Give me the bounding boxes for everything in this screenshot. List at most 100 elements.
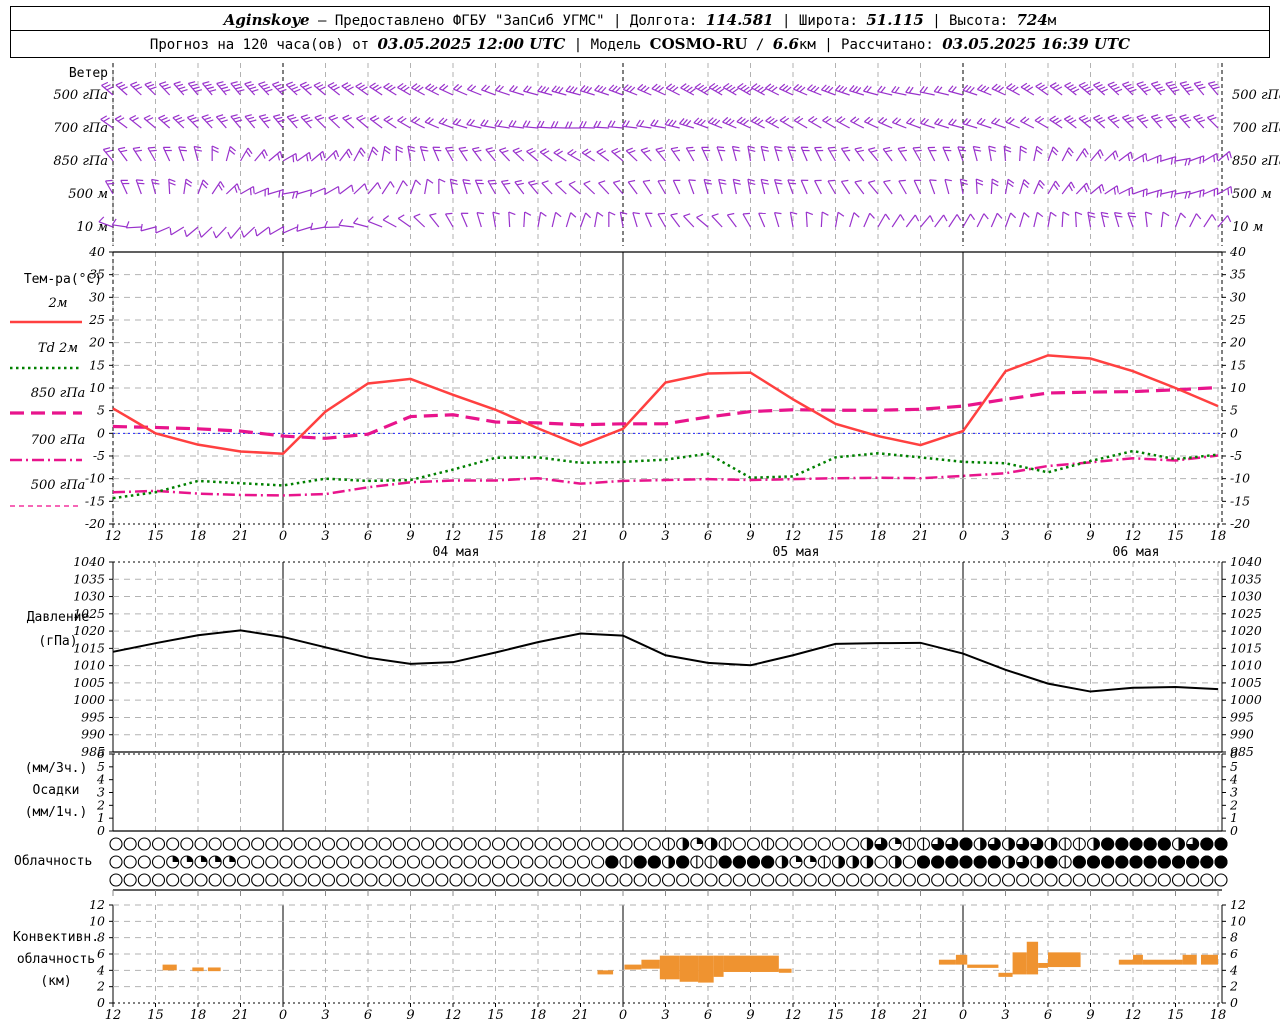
convective-bar <box>679 955 699 982</box>
convective-bar <box>998 972 1013 977</box>
convective-ytick-left: 4 <box>96 962 105 977</box>
precip-ytick-right: 0 <box>1230 823 1238 838</box>
time-tick-top: 9 <box>746 529 754 544</box>
temp-ytick-right: -5 <box>1230 448 1242 463</box>
convective-ytick-right: 4 <box>1229 962 1238 977</box>
time-tick-top: 0 <box>619 529 627 544</box>
header-segment: м <box>1047 13 1057 29</box>
time-tick-bottom: 9 <box>1086 1008 1094 1023</box>
time-tick-top: 6 <box>1044 529 1052 544</box>
header-segment: км | Рассчитано: <box>798 37 943 53</box>
pressure-ytick-right: 1010 <box>1230 658 1262 673</box>
time-tick-bottom: 18 <box>190 1008 207 1023</box>
pressure-ytick-left: 990 <box>81 727 105 742</box>
time-tick-top: 12 <box>445 529 462 544</box>
precip-label-3: (мм/1ч.) <box>24 805 88 820</box>
time-tick-top: 0 <box>279 529 287 544</box>
header-segment: | Долгота: <box>604 13 706 29</box>
pressure-ytick-left: 1020 <box>73 623 105 638</box>
header-line-1: Aginskoye — Предоставлено ФГБУ "ЗапСиб У… <box>10 6 1270 33</box>
header-segment: 51.115 <box>866 11 924 29</box>
legend-t700-label: 700 гПа <box>30 433 86 448</box>
time-tick-top: 18 <box>1210 529 1227 544</box>
temp-ytick-left: 30 <box>89 289 105 304</box>
convective-ytick-left: 6 <box>97 946 105 961</box>
precip-ytick-right: 4 <box>1229 772 1238 787</box>
convective-ytick-left: 8 <box>97 930 105 945</box>
convective-ytick-right: 2 <box>1229 979 1238 994</box>
temp-ytick-left: 0 <box>97 425 105 440</box>
temp-ytick-right: -10 <box>1230 471 1250 486</box>
convective-bar <box>641 959 660 969</box>
time-tick-bottom: 9 <box>406 1008 414 1023</box>
time-tick-top: 3 <box>1001 529 1009 544</box>
time-tick-bottom: 12 <box>105 1008 122 1023</box>
precip-ytick-left: 1 <box>97 810 105 825</box>
pressure-ytick-right: 1020 <box>1230 623 1262 638</box>
time-tick-top: 15 <box>827 529 844 544</box>
convective-bar <box>207 967 221 972</box>
convective-bar <box>967 964 999 968</box>
temp-ytick-left: -10 <box>85 471 105 486</box>
time-tick-bottom: 0 <box>619 1008 627 1023</box>
time-tick-bottom: 6 <box>1044 1008 1052 1023</box>
convective-ytick-left: 12 <box>89 897 105 912</box>
header-segment: | Высота: <box>923 13 1017 29</box>
pressure-label-1: Давление <box>26 610 90 625</box>
temp-ytick-right: 5 <box>1230 403 1238 418</box>
time-tick-bottom: 15 <box>487 1008 504 1023</box>
time-tick-bottom: 18 <box>1210 1008 1227 1023</box>
convective-bar <box>1201 954 1218 965</box>
time-tick-bottom: 15 <box>1167 1008 1184 1023</box>
convective-ytick-right: 12 <box>1230 897 1246 912</box>
temp-ytick-left: 5 <box>97 403 105 418</box>
time-tick-top: 9 <box>1086 529 1094 544</box>
convective-bar <box>1142 959 1183 965</box>
time-tick-bottom: 9 <box>746 1008 754 1023</box>
date-label: 06 мая <box>1113 545 1160 560</box>
convective-bar <box>723 955 779 972</box>
pressure-ytick-right: 1035 <box>1230 571 1262 586</box>
wind-panel-title: Ветер <box>68 66 108 81</box>
precip-ytick-left: 5 <box>97 759 105 774</box>
date-label: 04 мая <box>433 545 480 560</box>
temp-panel-title: Тем-ра(°C) <box>23 272 103 287</box>
convective-bar <box>938 959 956 965</box>
wind-level-label-right: 850 гПа <box>1232 154 1280 169</box>
convective-bar <box>1038 962 1048 968</box>
header-segment: 6.6 <box>772 35 799 53</box>
precip-label-2: Осадки <box>32 783 80 798</box>
legend-t850-label: 850 гПа <box>30 386 86 401</box>
time-tick-top: 12 <box>1125 529 1142 544</box>
time-tick-top: 3 <box>321 529 329 544</box>
pressure-ytick-left: 985 <box>81 744 105 759</box>
time-tick-top: 15 <box>147 529 164 544</box>
pressure-ytick-right: 1000 <box>1230 692 1262 707</box>
temp-ytick-right: 30 <box>1230 289 1246 304</box>
temp-ytick-left: 35 <box>89 267 105 282</box>
pressure-ytick-right: 1015 <box>1230 640 1262 655</box>
convective-bar <box>624 964 642 970</box>
time-tick-bottom: 0 <box>959 1008 967 1023</box>
precip-label-1: (мм/3ч.) <box>24 761 88 776</box>
header-segment: | Широта: <box>773 13 867 29</box>
time-tick-bottom: 12 <box>445 1008 462 1023</box>
pressure-ytick-left: 1005 <box>73 675 105 690</box>
wind-panel: 500 гПа 500 гПа 700 гПа 700 гПа 850 гПа 850 г… <box>53 81 1280 239</box>
pressure-label-2: (гПа) <box>38 634 78 649</box>
time-tick-top: 21 <box>571 529 589 544</box>
precip-ytick-right: 5 <box>1230 759 1238 774</box>
convective-bar <box>713 955 724 977</box>
convective-bar <box>162 964 177 971</box>
precip-ytick-left: 0 <box>97 823 105 838</box>
header-segment: — Предоставлено ФГБУ "ЗапСиб УГМС" <box>309 13 605 29</box>
time-tick-bottom: 12 <box>1125 1008 1142 1023</box>
wind-level-label-right: 500 гПа <box>1232 88 1280 103</box>
time-tick-bottom: 3 <box>321 1008 329 1023</box>
time-tick-bottom: 3 <box>661 1008 669 1023</box>
time-tick-bottom: 15 <box>827 1008 844 1023</box>
legend-t2m-label: 2м <box>48 296 68 311</box>
temp-ytick-right: 20 <box>1229 335 1246 350</box>
header-segment: 03.05.2025 12:00 UTC <box>377 35 566 53</box>
precip-ytick-right: 6 <box>1230 746 1238 761</box>
